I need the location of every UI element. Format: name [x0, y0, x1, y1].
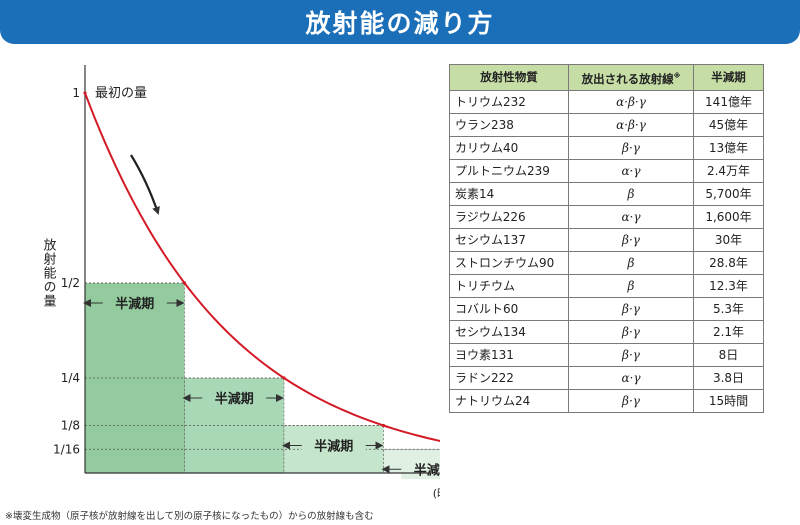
- substance-cell: ウラン238: [449, 112, 569, 137]
- decay-point: [282, 376, 286, 380]
- radiation-cell: α·γ: [568, 158, 694, 183]
- substance-cell: ラドン222: [449, 365, 569, 390]
- header-substance: 放射性物質: [449, 64, 569, 91]
- half-life-label-1: 半減期: [115, 296, 154, 312]
- substance-cell: カリウム40: [449, 135, 569, 160]
- table-row: プルトニウム239 α·γ 2.4万年: [449, 158, 764, 183]
- table-row: トリウム232 α·β·γ 141億年: [449, 89, 764, 114]
- table-row: ナトリウム24 β·γ 15時間: [449, 388, 764, 413]
- half-life-cell: 5.3年: [693, 296, 764, 321]
- radiation-cell: β: [568, 250, 694, 275]
- radiation-cell: α·β·γ: [568, 89, 694, 114]
- start-label: 最初の量: [95, 86, 147, 101]
- half-life-table: 放射性物質 放出される放射線※ 半減期 トリウム232 α·β·γ 141億年 ウラン…: [449, 64, 764, 413]
- half-life-cell: 3.8日: [693, 365, 764, 390]
- header-half-life: 半減期: [693, 64, 764, 91]
- half-life-label-bg-3: [301, 435, 366, 456]
- half-life-cell: 13億年: [693, 135, 764, 160]
- table-row: ヨウ素131 β·γ 8日: [449, 342, 764, 367]
- table-row: セシウム137 β·γ 30年: [449, 227, 764, 252]
- table-row: セシウム134 β·γ 2.1年: [449, 319, 764, 344]
- substance-cell: セシウム134: [449, 319, 569, 344]
- radiation-cell: β·γ: [568, 388, 694, 413]
- decay-point: [182, 281, 187, 285]
- half-life-label-4: 半減期: [414, 462, 440, 478]
- table-row: コバルト60 β·γ 5.3年: [449, 296, 764, 321]
- half-life-cell: 45億年: [693, 112, 764, 137]
- half-life-cell: 1,600年: [693, 204, 764, 229]
- substance-cell: ラジウム226: [449, 204, 569, 229]
- radiation-cell: β: [568, 273, 694, 298]
- page-title: 放射能の減り方: [305, 9, 495, 38]
- radiation-cell: β·γ: [568, 135, 694, 160]
- half-life-label-bg-2: [202, 388, 267, 408]
- table-row: ラジウム226 α·γ 1,600年: [449, 204, 764, 229]
- half-life-label-bg-4: [401, 459, 440, 480]
- table-row: ウラン238 α·β·γ 45億年: [449, 112, 764, 137]
- y-axis-label: 放射能の量: [41, 238, 57, 308]
- half-life-cell: 8日: [693, 342, 764, 367]
- substance-cell: ストロンチウム90: [449, 250, 569, 275]
- substance-cell: セシウム137: [449, 227, 569, 252]
- y-tick-label: 1/16: [53, 442, 80, 456]
- y-tick-label: 1/4: [61, 371, 80, 385]
- table-row: トリチウム β 12.3年: [449, 273, 764, 298]
- half-life-label-2: 半減期: [215, 391, 254, 407]
- radiation-cell: β·γ: [568, 319, 694, 344]
- substance-cell: ヨウ素131: [449, 342, 569, 367]
- substance-cell: トリウム232: [449, 89, 569, 114]
- half-life-cell: 2.1年: [693, 319, 764, 344]
- decay-point: [83, 91, 87, 95]
- substance-cell: トリチウム: [449, 273, 569, 298]
- substance-cell: 炭素14: [449, 181, 569, 206]
- table-header-row: 放射性物質 放出される放射線※ 半減期: [449, 64, 764, 91]
- table-row: ラドン222 α·γ 3.8日: [449, 365, 764, 390]
- y-tick-label: 1/2: [61, 276, 80, 290]
- half-life-cell: 2.4万年: [693, 158, 764, 183]
- header-radiation-label: 放出される放射線: [581, 71, 674, 86]
- radiation-cell: α·γ: [568, 204, 694, 229]
- table-row: カリウム40 β·γ 13億年: [449, 135, 764, 160]
- radiation-cell: β·γ: [568, 227, 694, 252]
- title-banner: 放射能の減り方: [0, 0, 800, 44]
- half-life-cell: 28.8年: [693, 250, 764, 275]
- substance-cell: ナトリウム24: [449, 388, 569, 413]
- decay-point: [381, 423, 386, 428]
- half-life-cell: 15時間: [693, 388, 764, 413]
- header-radiation-note-mark: ※: [673, 72, 681, 80]
- radiation-cell: β·γ: [568, 296, 694, 321]
- radiation-cell: α·β·γ: [568, 112, 694, 137]
- half-life-cell: 141億年: [693, 89, 764, 114]
- header-radiation: 放出される放射線※: [568, 64, 694, 91]
- table-row: 炭素14 β 5,700年: [449, 181, 764, 206]
- half-life-label-3: 半減期: [314, 439, 353, 455]
- substance-cell: コバルト60: [449, 296, 569, 321]
- footnote: ※壊変生成物（原子核が放射線を出して別の原子核になったもの）からの放射線も含む: [5, 511, 374, 522]
- y-tick-label: 1/8: [61, 419, 80, 433]
- decrease-arrow: [130, 154, 160, 215]
- half-life-label-bg-1: [102, 293, 167, 313]
- half-life-cell: 12.3年: [693, 273, 764, 298]
- radiation-cell: α·γ: [568, 365, 694, 390]
- x-axis-label: (時間): [433, 487, 440, 500]
- y-tick-label: 1: [72, 86, 80, 100]
- radiation-cell: β: [568, 181, 694, 206]
- half-life-cell: 5,700年: [693, 181, 764, 206]
- substance-cell: プルトニウム239: [449, 158, 569, 183]
- table-row: ストロンチウム90 β 28.8年: [449, 250, 764, 275]
- half-life-cell: 30年: [693, 227, 764, 252]
- radiation-cell: β·γ: [568, 342, 694, 367]
